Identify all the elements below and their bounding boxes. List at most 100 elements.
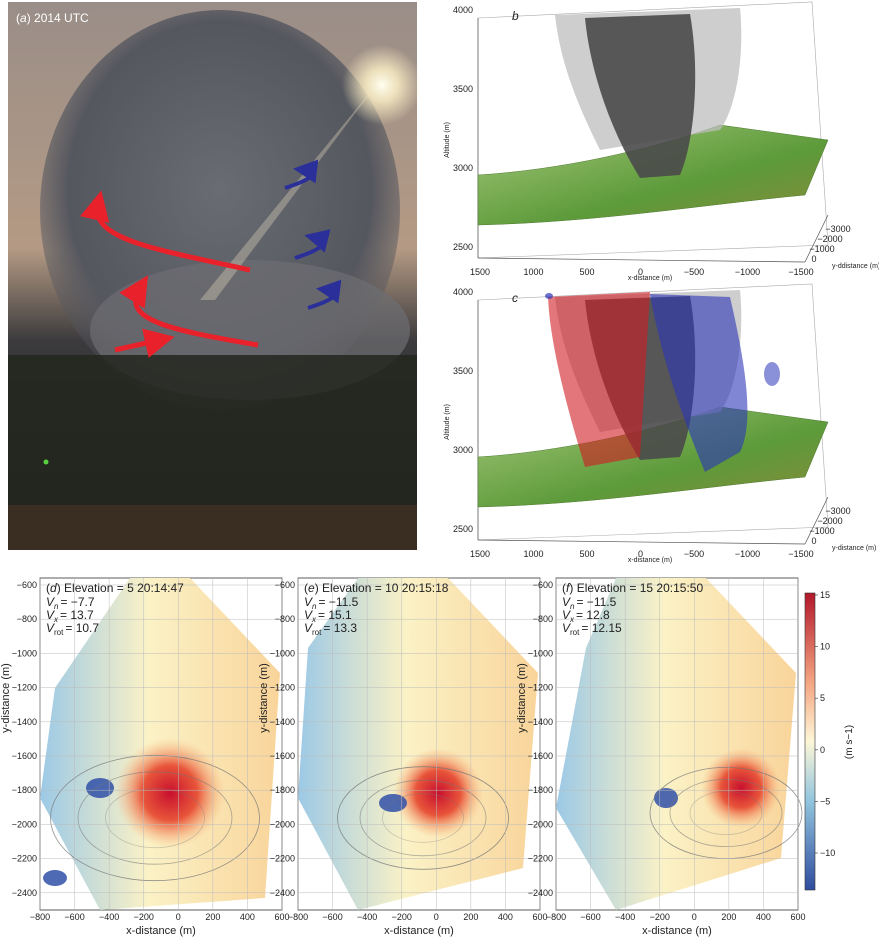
y-tick-label: −2400 — [12, 888, 37, 898]
velocity-value: = 15.1 — [318, 608, 352, 622]
velocity-value: = −7.7 — [60, 595, 94, 609]
z-tick-label: 3500 — [453, 366, 473, 376]
depth-tick-label: −2000 — [817, 516, 842, 526]
velocity-min — [86, 778, 114, 798]
velocity-subscript: rot — [312, 628, 322, 637]
elevation: Elevation = 15 — [577, 581, 654, 595]
marker-dot — [43, 459, 49, 465]
panel-heading: (f) Elevation = 15 20:15:50 — [562, 581, 703, 595]
velocity-symbol: V — [46, 621, 55, 635]
depth-tick-label: 0 — [811, 254, 816, 264]
scan-time: 20:14:47 — [137, 581, 184, 595]
y-tick-label: −600 — [275, 580, 295, 590]
downdraft-mesh — [545, 293, 553, 299]
3d-panel: b 2500 3000 3500 4000 1500 1000 500 0 −500 −1000 −1… — [444, 1, 879, 282]
y-tick-label: −2000 — [12, 819, 37, 829]
radar-panel: −800 −600 −400 −200 0 200 400 600−600−800−1000−… — [258, 577, 548, 937]
z-tick-label: 3000 — [453, 163, 473, 173]
velocity-symbol: V — [562, 595, 571, 609]
y-tick-label: −1800 — [270, 785, 295, 795]
reflectivity-contour — [77, 771, 233, 865]
y-tick-label: −1000 — [12, 648, 37, 658]
colorbar-tick-label: 0 — [820, 745, 825, 755]
caption-text: 2014 UTC — [34, 11, 89, 25]
y-axis-label: y-distance (m) — [516, 663, 528, 733]
z-tick-label: 4000 — [453, 287, 473, 297]
x-tick-label: −500 — [684, 549, 704, 559]
velocity-line: Vx = 12.8 — [562, 608, 610, 624]
panel-letter: f — [566, 581, 571, 595]
x-tick-label: 0 — [692, 912, 697, 922]
reflectivity-contour — [669, 779, 783, 848]
sun — [342, 45, 422, 125]
x-tick-label: −800 — [546, 912, 566, 922]
x-tick-label: 0 — [434, 912, 439, 922]
x-tick-label: 0 — [638, 267, 643, 277]
x-tick-label: −200 — [650, 912, 670, 922]
y-tick-label: −2000 — [528, 819, 553, 829]
x-axis-label: x-distance (m) — [628, 275, 672, 282]
panel-letter: b — [512, 9, 519, 23]
outflow-arrow — [294, 229, 331, 260]
velocity-symbol: V — [562, 608, 571, 622]
velocity-subscript: x — [53, 615, 59, 624]
velocity-line: Vn = −11.5 — [304, 595, 359, 611]
x-tick-label: −1000 — [735, 549, 760, 559]
panel-heading: (d) Elevation = 5 20:14:47 — [46, 581, 184, 595]
z-tick-label: 2500 — [453, 524, 473, 534]
y-tick-label: −1800 — [12, 785, 37, 795]
x-tick-label: 1000 — [523, 549, 543, 559]
x-axis-label: x-distance (m) — [642, 925, 712, 937]
radar-panel: −800 −600 −400 −200 0 200 400 600−600−800−1000−… — [0, 577, 290, 937]
y-tick-label: −1400 — [528, 717, 553, 727]
x-tick-label: 400 — [240, 912, 255, 922]
velocity-min — [43, 870, 67, 886]
colorbar-tick-label: 10 — [820, 642, 830, 652]
elevation: Elevation = 10 — [322, 581, 399, 595]
y-tick-label: −800 — [275, 614, 295, 624]
x-tick-label: −400 — [615, 912, 635, 922]
x-tick-label: 500 — [579, 549, 594, 559]
z-tick-label: 3500 — [453, 84, 473, 94]
velocity-value: = 13.7 — [60, 608, 94, 622]
radar-field — [298, 578, 538, 910]
y-tick-label: −1200 — [270, 683, 295, 693]
outflow-arrow — [307, 279, 342, 310]
x-tick-label: −200 — [134, 912, 154, 922]
foreground — [8, 505, 417, 550]
panel-letter: a — [20, 11, 27, 25]
colorbar-tick-label: 15 — [820, 590, 830, 600]
z-axis-label: Altitude (m) — [444, 404, 451, 440]
velocity-subscript: x — [311, 615, 317, 624]
velocity-value: = 12.8 — [576, 608, 610, 622]
x-tick-label: 200 — [721, 912, 736, 922]
velocity-min — [379, 794, 407, 812]
z-axis-label: Altitude (m) — [444, 122, 451, 158]
velocity-subscript: rot — [54, 628, 64, 637]
velocity-line: Vx = 15.1 — [304, 608, 352, 624]
x-tick-label: 1500 — [470, 549, 490, 559]
velocity-line: Vrot = 13.3 — [304, 621, 357, 637]
velocity-value: = −11.5 — [576, 595, 616, 609]
box-edge — [804, 496, 829, 545]
x-tick-label: 500 — [579, 267, 594, 277]
depth-tick-label: −1000 — [809, 526, 834, 536]
velocity-symbol: V — [304, 621, 313, 635]
velocity-subscript: n — [312, 602, 317, 611]
velocity-value: = 13.3 — [323, 621, 357, 635]
velocity-subscript: n — [570, 602, 575, 611]
x-tick-label: −200 — [392, 912, 412, 922]
outflow-arrow — [284, 159, 319, 190]
depth-tick-label: 0 — [811, 536, 816, 546]
x-tick-label: 0 — [638, 549, 643, 559]
y-tick-label: −1600 — [270, 751, 295, 761]
velocity-symbol: V — [304, 595, 313, 609]
x-tick-label: −1000 — [735, 267, 760, 277]
x-tick-label: −600 — [322, 912, 342, 922]
depth-axis-label: y-ddistance (m) — [832, 263, 879, 270]
velocity-symbol: V — [46, 595, 55, 609]
colorbar-label: (m s−1) — [844, 725, 855, 759]
x-tick-label: 0 — [176, 912, 181, 922]
velocity-subscript: x — [569, 615, 575, 624]
depth-tick-label: −3000 — [825, 506, 850, 516]
